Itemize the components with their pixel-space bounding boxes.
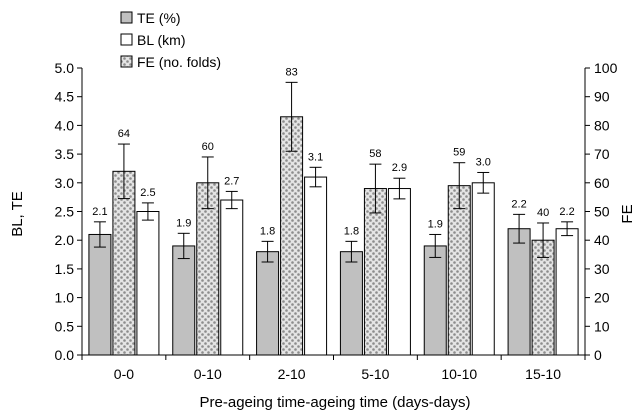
y-tick-label-right: 80 — [594, 117, 610, 133]
bar — [220, 199, 244, 356]
y-tick-label-right: 50 — [594, 204, 610, 220]
legend-swatch — [120, 33, 133, 46]
bar — [256, 251, 280, 356]
data-label: 83 — [285, 66, 297, 78]
y-tick-label-left: 5.0 — [55, 60, 75, 76]
x-tick-label: 2-10 — [278, 366, 306, 382]
data-label: 3.1 — [308, 151, 323, 163]
data-label: 2.2 — [559, 206, 574, 218]
y-tick-label-right: 30 — [594, 261, 610, 277]
y-tick-label-right: 0 — [594, 347, 602, 363]
x-tick-label: 10-10 — [441, 366, 477, 382]
y-tick-label-left: 1.0 — [55, 290, 75, 306]
bar — [136, 211, 160, 356]
y-tick-label-right: 90 — [594, 89, 610, 105]
data-label: 2.5 — [140, 187, 155, 199]
legend-label: FE (no. folds) — [137, 54, 221, 70]
y-axis-title-left: BL, TE — [9, 191, 26, 237]
legend-label: TE (%) — [137, 10, 181, 26]
bars — [88, 81, 579, 356]
x-tick-label: 15-10 — [525, 366, 561, 382]
data-label: 60 — [202, 141, 214, 153]
data-label: 2.1 — [92, 206, 107, 218]
bar — [280, 116, 304, 356]
y-tick-label-left: 3.0 — [55, 175, 75, 191]
y-tick-label-right: 60 — [594, 175, 610, 191]
data-label: 58 — [369, 148, 381, 160]
data-label: 1.9 — [176, 217, 191, 229]
data-label: 64 — [118, 128, 130, 140]
y-tick-label-right: 10 — [594, 318, 610, 334]
data-label: 2.2 — [511, 198, 526, 210]
data-label: 1.8 — [260, 225, 275, 237]
bar — [304, 176, 328, 356]
bar — [88, 233, 112, 356]
y-tick-label-left: 4.0 — [55, 117, 75, 133]
data-label: 3.0 — [476, 156, 491, 168]
x-axis-title: Pre-ageing time-ageing time (days-days) — [200, 394, 471, 411]
bar — [471, 182, 495, 356]
legend-swatch — [120, 11, 133, 24]
y-tick-label-left: 3.5 — [55, 146, 75, 162]
y-tick-label-left: 0.0 — [55, 347, 75, 363]
legend: TE (%) BL (km) FE (no. folds) — [120, 10, 221, 70]
y-tick-label-right: 70 — [594, 146, 610, 162]
x-tick-label: 5-10 — [361, 366, 389, 382]
bar — [363, 188, 387, 356]
data-label: 59 — [453, 147, 465, 159]
bar — [172, 245, 196, 356]
bar — [447, 185, 471, 356]
data-label: 1.9 — [428, 218, 443, 230]
data-label: 40 — [537, 207, 549, 219]
x-tick-label: 0-10 — [194, 366, 222, 382]
bar — [387, 188, 411, 356]
y-tick-label-right: 100 — [594, 60, 618, 76]
y-tick-label-left: 1.5 — [55, 261, 75, 277]
y-tick-label-left: 2.0 — [55, 232, 75, 248]
x-tick-label: 0-0 — [114, 366, 134, 382]
y-tick-label-right: 40 — [594, 232, 610, 248]
y-tick-label-right: 20 — [594, 290, 610, 306]
bar — [423, 245, 447, 356]
bar — [339, 251, 363, 356]
data-labels: 2.1 1.9 1.8 1.8 1.9 2.2 64 60 83 58 59 40 2.5 2.7 3.1 2… — [92, 66, 574, 237]
legend-swatch — [120, 55, 133, 68]
axes: 0.0 0.5 1.0 1.5 2.0 2.5 3.0 3.5 4.0 4.5 5.0 0 10 20 30… — [55, 60, 618, 382]
y-tick-label-left: 4.5 — [55, 89, 75, 105]
bar — [555, 228, 579, 356]
data-label: 2.9 — [392, 162, 407, 174]
y-axis-title-right: FE — [619, 204, 636, 223]
legend-label: BL (km) — [137, 32, 185, 48]
bar — [507, 228, 531, 356]
data-label: 2.7 — [224, 175, 239, 187]
y-tick-label-left: 0.5 — [55, 318, 75, 334]
data-label: 1.8 — [344, 225, 359, 237]
y-tick-label-left: 2.5 — [55, 204, 75, 220]
